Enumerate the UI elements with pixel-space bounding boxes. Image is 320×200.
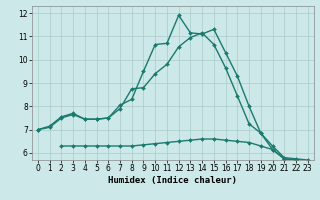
X-axis label: Humidex (Indice chaleur): Humidex (Indice chaleur)	[108, 176, 237, 185]
